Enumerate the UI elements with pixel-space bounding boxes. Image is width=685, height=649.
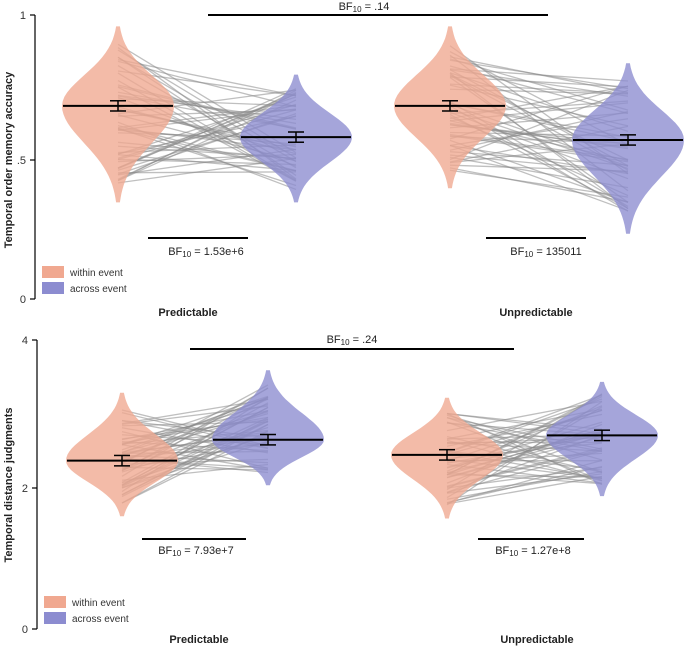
subject-line [446,470,603,500]
paired-lines-group-bottom [121,384,603,506]
x-category-label: Unpredictable [500,634,573,646]
legend-swatch-within [42,266,64,278]
top-comparison-label: BF10 = .24 [327,334,378,347]
subject-line [117,91,297,170]
x-category-label: Predictable [158,307,217,319]
y-tick-label: 0 [20,294,26,306]
violin-across [212,370,324,486]
legend-label-within: within event [69,268,123,279]
legend-swatch-across [42,282,64,294]
subject-line [117,58,297,97]
y-tick-label: 1 [20,10,26,22]
subject-line [449,156,629,189]
x-category-label: Predictable [169,634,228,646]
means-group-bottom [67,429,657,467]
y-tick-label: .5 [17,155,26,167]
panel-bottom: 4 2 0 Temporal distance judgments Predic… [3,334,658,646]
subject-line [449,89,629,161]
panel-top: 1 .5 0 Temporal order memory accuracy Pr… [3,1,684,319]
subject-line [117,88,297,169]
paired-lines-group-top [117,43,629,212]
y-tick-label: 4 [22,335,28,347]
subject-line [449,167,629,203]
comparison-label-unpredictable: BF10 = 135011 [510,246,581,259]
subject-line [449,56,629,94]
legend-label-across: across event [70,284,127,295]
comparison-label-predictable: BF10 = 7.93e+7 [158,545,234,558]
comparison-label-predictable: BF10 = 1.53e+6 [168,246,244,259]
legend-label-across: across event [72,614,129,625]
y-axis-label: Temporal order memory accuracy [3,71,15,248]
comparison-label-unpredictable: BF10 = 1.27e+8 [495,545,571,558]
legend-label-within: within event [71,598,125,609]
violins-group-bottom [66,370,658,519]
top-comparison-label: BF10 = .14 [339,1,390,14]
violin-within [62,26,174,203]
y-tick-label: 0 [22,624,28,636]
y-axis-label: Temporal distance judgments [3,407,15,562]
legend-swatch-across [44,612,66,624]
means-group-top [63,100,683,146]
violin-within [66,392,178,517]
x-category-label: Unpredictable [499,307,572,319]
subject-line [446,475,603,505]
violin-across [572,63,684,234]
subject-line [117,154,297,172]
subject-line [117,171,297,174]
y-tick-label: 2 [22,483,28,495]
legend-swatch-within [44,596,66,608]
violins-group-top [62,26,684,234]
